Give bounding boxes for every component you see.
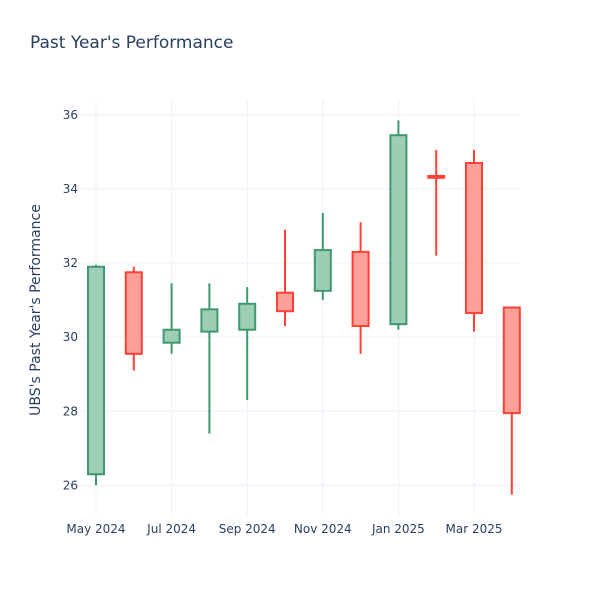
candle — [313, 213, 332, 301]
candle-body — [276, 291, 294, 313]
candle-body — [465, 161, 483, 315]
candle-body — [427, 174, 446, 179]
candle-body — [200, 308, 219, 333]
x-tick-label: Jan 2025 — [371, 522, 425, 536]
y-tick-label: 28 — [63, 404, 78, 418]
y-tick-label: 30 — [63, 330, 78, 344]
x-tick-label: Nov 2024 — [294, 522, 352, 536]
candle — [351, 222, 370, 354]
candle — [87, 264, 105, 486]
y-tick-label: 26 — [63, 478, 78, 492]
y-tick-label: 32 — [63, 256, 78, 270]
candle — [238, 287, 257, 401]
candle-body — [162, 328, 181, 344]
candle — [502, 306, 521, 495]
candle-body — [351, 250, 370, 328]
candle-body — [313, 249, 332, 292]
y-tick-label: 36 — [63, 108, 78, 122]
candle-body — [124, 271, 143, 355]
x-tick-label: May 2024 — [66, 522, 125, 536]
candle-body — [87, 265, 105, 476]
candle — [389, 120, 408, 330]
candle — [465, 150, 483, 332]
candle — [427, 150, 446, 256]
candle-body — [502, 306, 521, 415]
grid — [80, 100, 520, 515]
y-tick-label: 34 — [63, 182, 78, 196]
candles — [87, 120, 521, 495]
x-tick-label: Sep 2024 — [219, 522, 276, 536]
x-tick-label: Mar 2025 — [446, 522, 503, 536]
y-axis-title: UBS's Past Year's Performance — [28, 204, 44, 416]
candle-body — [389, 134, 408, 326]
x-tick-label: Jul 2024 — [146, 522, 196, 536]
candle — [124, 266, 143, 371]
chart-title: Past Year's Performance — [30, 33, 234, 53]
candle — [200, 283, 219, 434]
candle — [162, 283, 181, 354]
candle — [276, 229, 294, 327]
candle-body — [238, 302, 257, 331]
tick-labels: 26 28 30 32 34 36 May 2024 Jul 2024 Sep 2024 Nov … — [63, 108, 503, 536]
